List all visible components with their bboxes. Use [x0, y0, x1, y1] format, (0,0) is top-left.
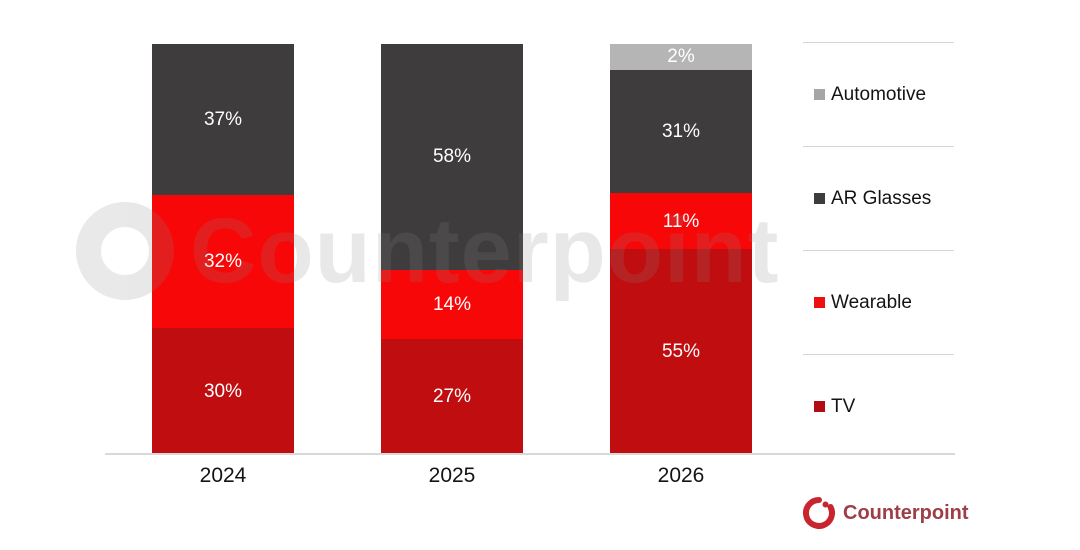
legend-item-ar-glasses: AR Glasses [803, 146, 954, 250]
segment-tv-2026: 55% [610, 249, 752, 454]
legend-label: TV [831, 395, 856, 417]
segment-wearable-2025: 14% [381, 269, 523, 339]
legend-swatch-wearable [814, 297, 825, 308]
x-axis-label-2025: 2025 [428, 464, 476, 487]
brand-name: Counterpoint [843, 501, 969, 524]
segment-ar-glasses-2024: 37% [152, 44, 294, 195]
segment-automotive-2026: 2% [610, 44, 752, 70]
legend: Automotive AR Glasses Wearable TV [803, 42, 954, 458]
counterpoint-logo-icon [802, 497, 835, 529]
segment-value-label: 14% [432, 293, 472, 315]
segment-value-label: 30% [203, 380, 243, 402]
segment-ar-glasses-2025: 58% [381, 44, 523, 270]
segment-value-label: 58% [432, 146, 472, 168]
legend-label: Automotive [831, 83, 927, 105]
x-axis-label-2026: 2026 [657, 464, 705, 487]
segment-value-label: 32% [203, 250, 243, 272]
counterpoint-brand: Counterpoint [802, 497, 969, 529]
segment-value-label: 55% [661, 341, 701, 363]
legend-swatch-automotive [814, 89, 825, 100]
legend-item-tv: TV [803, 354, 954, 458]
stacked-bar-2025: 58% 14% 27% [381, 44, 523, 454]
legend-swatch-ar-glasses [814, 193, 825, 204]
legend-item-automotive: Automotive [803, 42, 954, 146]
segment-value-label: 37% [203, 108, 243, 130]
segment-wearable-2026: 11% [610, 193, 752, 250]
segment-tv-2025: 27% [381, 338, 523, 454]
segment-value-label: 27% [432, 385, 472, 407]
legend-item-wearable: Wearable [803, 250, 954, 354]
legend-label: Wearable [831, 291, 912, 313]
x-axis-line [105, 453, 955, 455]
segment-wearable-2024: 32% [152, 194, 294, 329]
legend-label: AR Glasses [831, 187, 932, 209]
x-axis-label-2024: 2024 [199, 464, 247, 487]
segment-value-label: 11% [662, 210, 700, 232]
stacked-bar-2026: 2% 31% 11% 55% [610, 44, 752, 454]
segment-ar-glasses-2026: 31% [610, 69, 752, 194]
segment-tv-2024: 30% [152, 328, 294, 454]
segment-value-label: 2% [667, 46, 695, 68]
legend-swatch-tv [814, 401, 825, 412]
stacked-bar-2024: 37% 32% 30% [152, 44, 294, 454]
segment-value-label: 31% [661, 121, 701, 143]
